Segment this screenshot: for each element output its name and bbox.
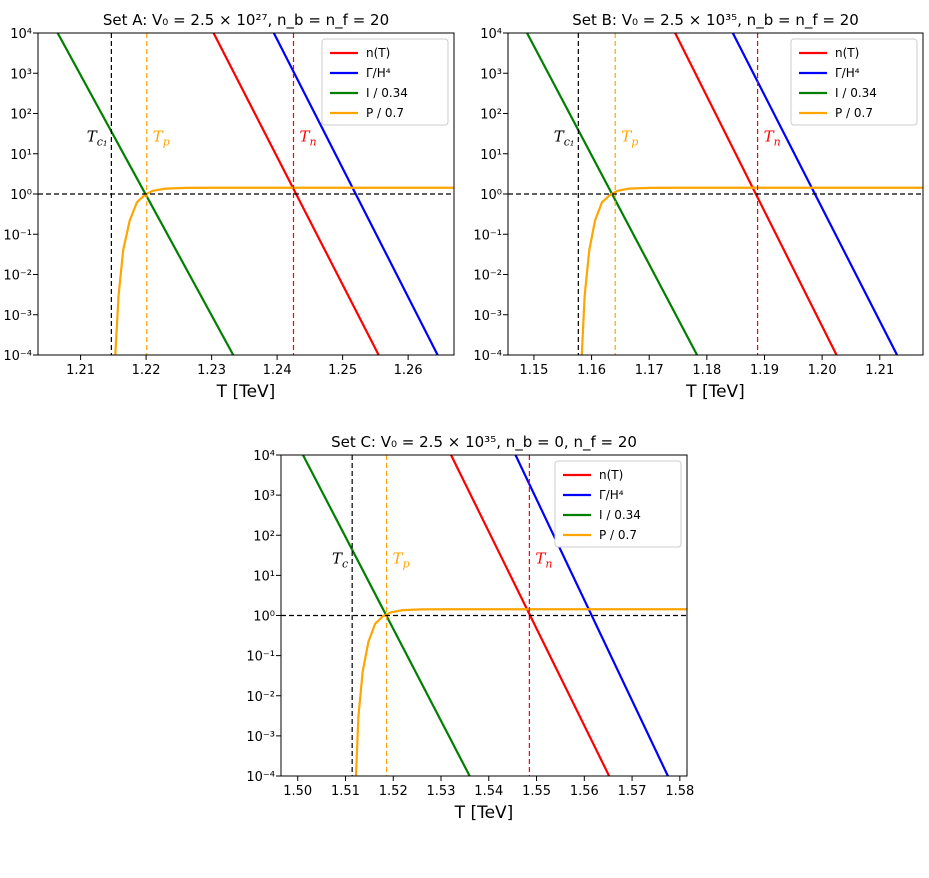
legend-label: P / 0.7 bbox=[366, 106, 404, 120]
y-tick-label: 10¹ bbox=[480, 148, 502, 163]
y-tick-label: 10² bbox=[253, 529, 275, 544]
plot-area bbox=[38, 33, 454, 355]
series-line-P bbox=[580, 186, 923, 355]
chart-panel-1: Set A: V₀ = 2.5 × 10²⁷, n_b = n_f = 20 Tc… bbox=[3, 11, 455, 402]
x-tick-label: 1.16 bbox=[577, 363, 606, 378]
y-tick-label: 10⁰ bbox=[480, 188, 502, 203]
chart-title: Set B: V₀ = 2.5 × 10³⁵, n_b = n_f = 20 bbox=[572, 11, 859, 30]
legend-label: Γ/H⁴ bbox=[835, 66, 860, 80]
x-tick-label: 1.56 bbox=[570, 784, 599, 799]
legend: n(T) Γ/H⁴ I / 0.34 P / 0.7 bbox=[554, 460, 682, 548]
y-tick-label: 10² bbox=[10, 108, 32, 123]
y-tick-label: 10⁻⁴ bbox=[473, 349, 502, 364]
legend: n(T) Γ/H⁴ I / 0.34 P / 0.7 bbox=[321, 38, 449, 126]
y-tick-label: 10⁻³ bbox=[3, 309, 32, 324]
y-tick-label: 10⁴ bbox=[10, 27, 32, 42]
plot-area bbox=[281, 455, 687, 776]
legend-label: I / 0.34 bbox=[835, 86, 877, 100]
x-axis-label: T [TeV] bbox=[685, 382, 745, 402]
y-tick-label: 10⁻³ bbox=[246, 730, 275, 745]
x-tick-label: 1.22 bbox=[132, 363, 161, 378]
series-line-gamma bbox=[514, 455, 669, 776]
legend-label: I / 0.34 bbox=[366, 86, 408, 100]
x-tick-label: 1.21 bbox=[66, 363, 95, 378]
vline-label: Tp bbox=[393, 549, 410, 570]
x-tick-label: 1.23 bbox=[197, 363, 226, 378]
y-tick-label: 10⁻¹ bbox=[246, 650, 275, 665]
x-axis-label: T [TeV] bbox=[216, 382, 276, 402]
chart-title: Set A: V₀ = 2.5 × 10²⁷, n_b = n_f = 20 bbox=[103, 11, 389, 30]
x-axis-label: T [TeV] bbox=[454, 803, 514, 823]
x-tick-label: 1.51 bbox=[331, 784, 360, 799]
chart-panel-3: Set C: V₀ = 2.5 × 10³⁵, n_b = 0, n_f = 2… bbox=[246, 433, 694, 823]
legend-label: n(T) bbox=[599, 468, 623, 482]
x-tick-label: 1.18 bbox=[692, 363, 721, 378]
x-tick-label: 1.20 bbox=[808, 363, 837, 378]
x-tick-label: 1.17 bbox=[635, 363, 664, 378]
y-tick-label: 10³ bbox=[10, 67, 32, 82]
chart-panel-2: Set B: V₀ = 2.5 × 10³⁵, n_b = n_f = 20 Tc… bbox=[473, 11, 924, 402]
y-tick-label: 10⁻⁴ bbox=[246, 770, 275, 785]
x-tick-label: 1.50 bbox=[283, 784, 312, 799]
y-tick-label: 10² bbox=[480, 108, 502, 123]
plot-area bbox=[508, 33, 923, 355]
legend-label: n(T) bbox=[835, 46, 859, 60]
series-line-P bbox=[354, 608, 687, 776]
x-tick-label: 1.26 bbox=[394, 363, 423, 378]
legend: n(T) Γ/H⁴ I / 0.34 P / 0.7 bbox=[790, 38, 918, 126]
y-tick-label: 10⁻³ bbox=[473, 309, 502, 324]
series-line-gamma bbox=[272, 33, 439, 355]
legend-box bbox=[554, 460, 682, 548]
y-tick-label: 10⁰ bbox=[253, 610, 275, 625]
chart-title: Set C: V₀ = 2.5 × 10³⁵, n_b = 0, n_f = 2… bbox=[331, 433, 637, 452]
vline-label: Tn bbox=[535, 549, 552, 570]
y-tick-label: 10⁴ bbox=[480, 27, 502, 42]
legend-label: P / 0.7 bbox=[835, 106, 873, 120]
vline-label: Tc₁ bbox=[554, 128, 575, 149]
x-tick-label: 1.24 bbox=[263, 363, 292, 378]
x-tick-label: 1.58 bbox=[665, 784, 694, 799]
y-tick-label: 10⁻¹ bbox=[473, 228, 502, 243]
x-tick-label: 1.54 bbox=[474, 784, 503, 799]
y-tick-label: 10⁻⁴ bbox=[3, 349, 32, 364]
y-tick-label: 10³ bbox=[253, 489, 275, 504]
legend-label: I / 0.34 bbox=[599, 508, 641, 522]
vline-label: Tc₁ bbox=[87, 128, 108, 149]
vline-label: Tp bbox=[621, 128, 638, 149]
legend-box bbox=[790, 38, 918, 126]
legend-label: Γ/H⁴ bbox=[599, 488, 624, 502]
vline-label: Tn bbox=[299, 128, 316, 149]
x-tick-label: 1.15 bbox=[519, 363, 548, 378]
y-tick-label: 10⁻² bbox=[473, 269, 502, 284]
y-tick-label: 10¹ bbox=[10, 148, 32, 163]
y-tick-label: 10⁻¹ bbox=[3, 228, 32, 243]
legend-label: Γ/H⁴ bbox=[366, 66, 391, 80]
y-tick-label: 10⁰ bbox=[10, 188, 32, 203]
x-tick-label: 1.21 bbox=[865, 363, 894, 378]
vline-label: Tn bbox=[764, 128, 781, 149]
x-tick-label: 1.57 bbox=[618, 784, 647, 799]
series-line-n bbox=[674, 33, 838, 355]
x-tick-label: 1.25 bbox=[328, 363, 357, 378]
series-line-P bbox=[114, 186, 454, 355]
y-tick-label: 10⁴ bbox=[253, 449, 275, 464]
vline-label: Tc bbox=[332, 549, 348, 570]
vline-label: Tp bbox=[153, 128, 170, 149]
x-tick-label: 1.53 bbox=[427, 784, 456, 799]
x-tick-label: 1.55 bbox=[522, 784, 551, 799]
y-tick-label: 10⁻² bbox=[246, 690, 275, 705]
y-tick-label: 10⁻² bbox=[3, 269, 32, 284]
y-tick-label: 10¹ bbox=[253, 569, 275, 584]
x-tick-label: 1.19 bbox=[750, 363, 779, 378]
legend-box bbox=[321, 38, 449, 126]
y-tick-label: 10³ bbox=[480, 67, 502, 82]
legend-label: n(T) bbox=[366, 46, 390, 60]
x-tick-label: 1.52 bbox=[379, 784, 408, 799]
legend-label: P / 0.7 bbox=[599, 528, 637, 542]
